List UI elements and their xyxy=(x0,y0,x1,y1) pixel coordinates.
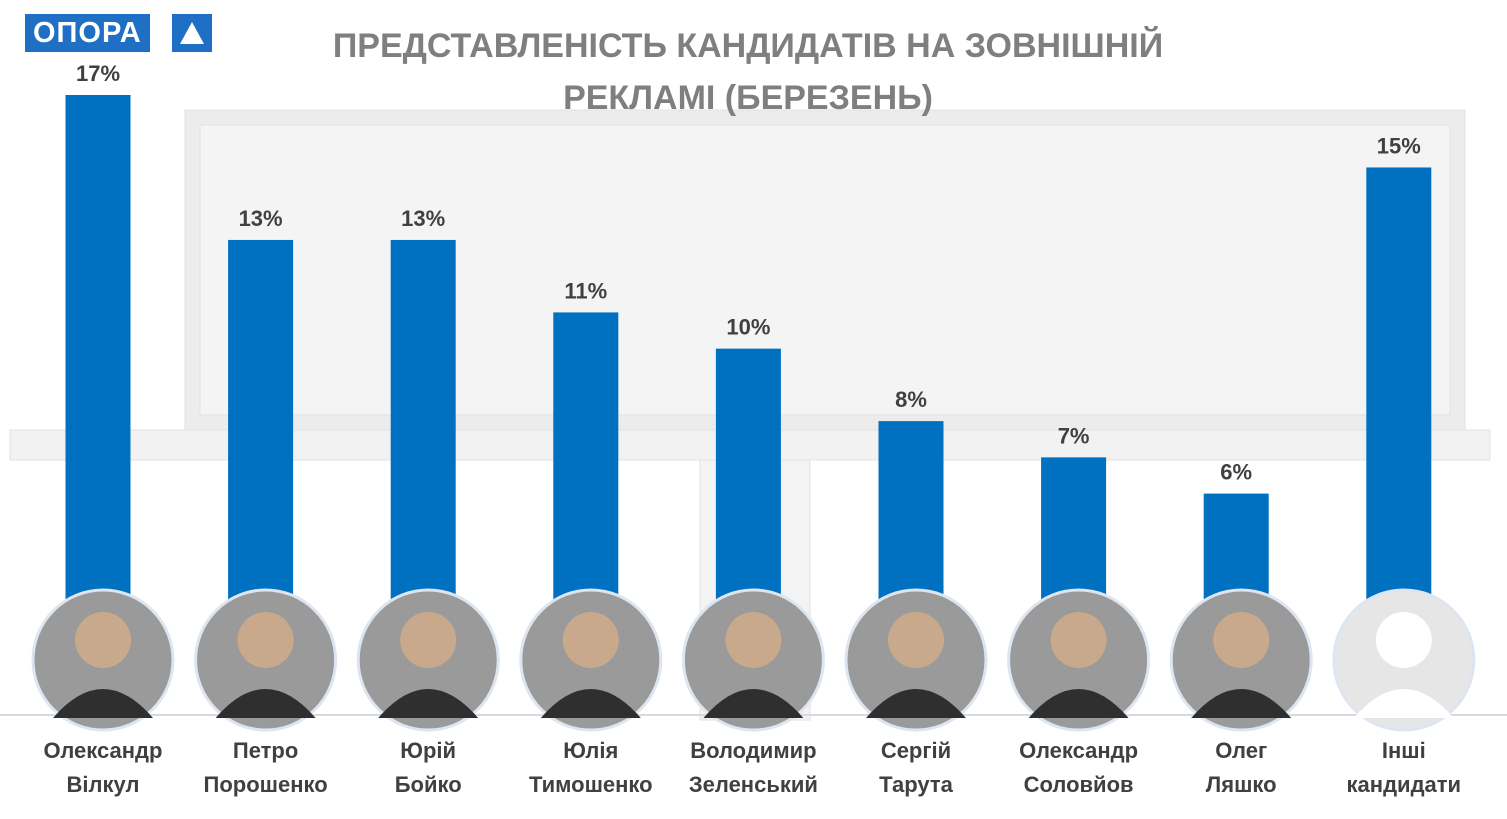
photo-head xyxy=(237,612,294,668)
category-label: Олег Ляшко xyxy=(1205,738,1277,797)
photo-head xyxy=(725,612,782,668)
photo-head xyxy=(1213,612,1270,668)
category-label: Олександр Соловйов xyxy=(1019,738,1139,797)
photo-head xyxy=(1050,612,1107,668)
category-label: Володимир Зеленський xyxy=(688,738,818,797)
photo-head xyxy=(562,612,619,668)
category-label: Інші кандидати xyxy=(1346,738,1462,797)
photo-shoulders xyxy=(1353,689,1454,718)
photo-shoulders xyxy=(540,689,641,718)
value-label: 11% xyxy=(564,278,607,303)
value-label: 13% xyxy=(401,206,445,231)
photo-shoulders xyxy=(1028,689,1129,718)
photo-shoulders xyxy=(215,689,316,718)
chart-title: ПРЕДСТАВЛЕНІСТЬ КАНДИДАТІВ НА ЗОВНІШНІЙ … xyxy=(332,27,1164,117)
photo-head xyxy=(888,612,944,668)
category-label: Олександр Вілкул xyxy=(43,738,163,797)
category-label: Петро Порошенко xyxy=(203,738,328,797)
photo-shoulders xyxy=(1191,689,1292,718)
value-label: 6% xyxy=(1220,460,1252,485)
value-label: 8% xyxy=(895,387,927,412)
logo-icon xyxy=(172,14,212,52)
value-label: 15% xyxy=(1377,133,1421,158)
category-label: Юрій Бойко xyxy=(394,738,462,797)
category-label: Юлія Тимошенко xyxy=(529,738,653,797)
value-label: 7% xyxy=(1058,423,1090,448)
photo-shoulders xyxy=(53,689,153,718)
category-label: Сергій Тарута xyxy=(879,738,953,797)
photo-head xyxy=(75,612,131,668)
photo-head xyxy=(400,612,457,668)
photo-shoulders xyxy=(378,689,479,718)
photo-head xyxy=(1375,612,1432,668)
photo-shoulders xyxy=(703,689,804,718)
photo-shoulders xyxy=(866,689,966,718)
photos xyxy=(31,588,1476,732)
value-label: 10% xyxy=(726,315,770,340)
value-label: 17% xyxy=(76,61,120,86)
logo: ОПОРА xyxy=(25,14,150,52)
value-label: 13% xyxy=(239,206,283,231)
